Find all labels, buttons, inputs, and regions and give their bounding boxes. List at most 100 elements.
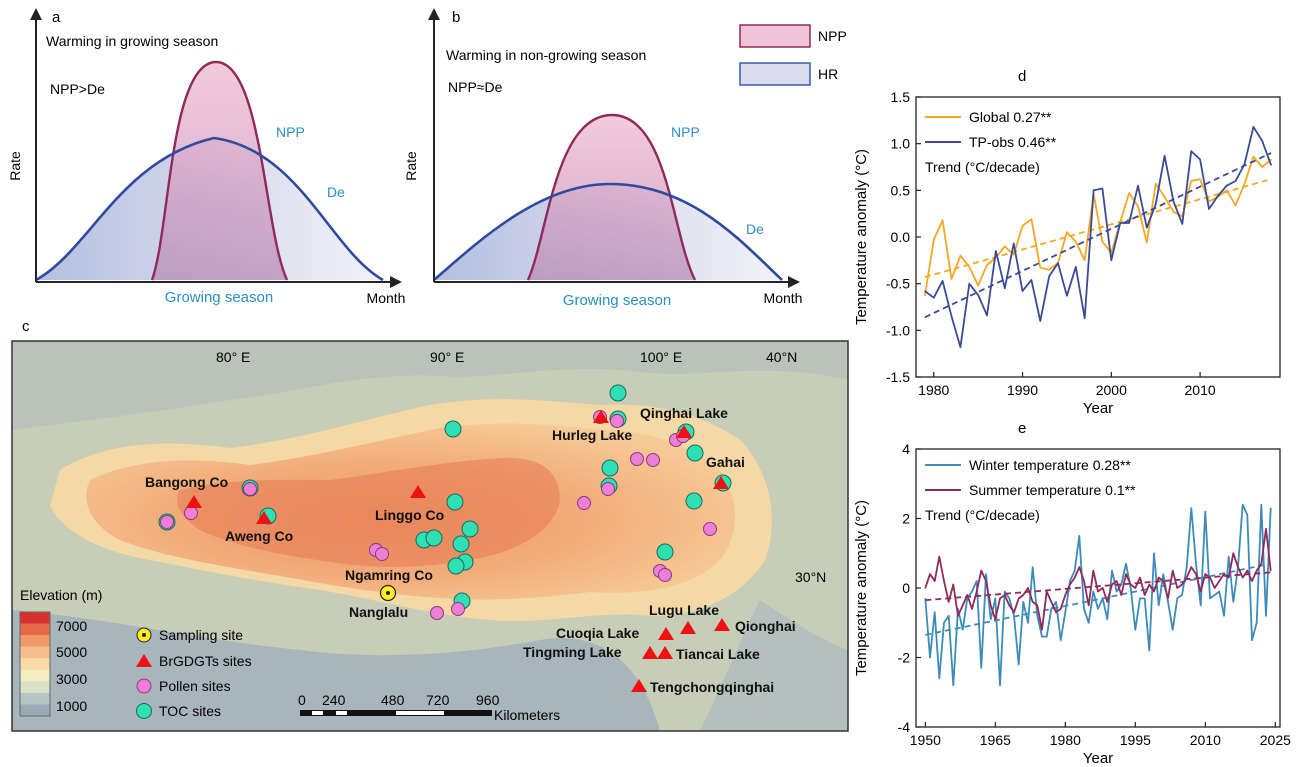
- data-point: [1256, 622, 1258, 624]
- data-point: [1243, 163, 1246, 165]
- data-point: [943, 580, 945, 582]
- data-point: [1167, 601, 1169, 603]
- data-point: [1004, 590, 1006, 593]
- data-point: [1208, 208, 1210, 210]
- brgdgt-site: [410, 485, 426, 498]
- data-point: [985, 580, 987, 582]
- data-point: [966, 594, 968, 596]
- data-point: [1243, 183, 1246, 185]
- data-point: [1200, 604, 1202, 606]
- data-point: [948, 615, 950, 617]
- panel-b-relation: NPP≈De: [448, 79, 503, 95]
- panel-a-ylabel: Rate: [7, 151, 23, 181]
- data-point: [1226, 185, 1228, 187]
- data-point: [942, 280, 944, 282]
- lat-label-40: 40°N: [766, 349, 797, 365]
- panel-e-chart: e 1950 1965 1980 1995 2010 2025 4 2 0 -2 -4 Year Temp…: [853, 420, 1291, 767]
- legend-brgdgt-label: BrGDGTs sites: [159, 653, 252, 669]
- data-point: [1214, 594, 1216, 596]
- place-linggo-co: Linggo Co: [375, 507, 444, 523]
- scale-tick-720: 720: [426, 692, 450, 708]
- toc-site: [656, 543, 674, 561]
- series-line: [924, 126, 1272, 349]
- place-gahai: Gahai: [706, 454, 745, 470]
- data-point: [1128, 192, 1130, 194]
- data-point: [929, 573, 931, 575]
- data-point: [1097, 590, 1099, 593]
- x-axis-label: Year: [1083, 400, 1113, 417]
- panel-a-xlabel: Month: [367, 290, 406, 306]
- data-point: [1055, 611, 1057, 613]
- data-point: [1228, 556, 1230, 558]
- panel-a-season: Growing season: [165, 289, 273, 306]
- data-point: [1088, 604, 1090, 606]
- toc-site: [444, 420, 462, 438]
- data-point: [959, 346, 961, 348]
- data-point: [924, 295, 926, 297]
- lon-label-100: 100° E: [640, 349, 682, 365]
- x-axis-label: Year: [1083, 750, 1113, 767]
- data-point: [1153, 552, 1155, 554]
- data-point: [1186, 576, 1188, 579]
- x-tick-label: 2010: [1185, 382, 1216, 398]
- data-point: [1261, 140, 1263, 142]
- data-point: [1260, 504, 1262, 506]
- data-point: [1069, 580, 1071, 582]
- data-point: [1242, 576, 1244, 579]
- data-point: [1064, 594, 1066, 596]
- panel-b-npp-area: [528, 115, 695, 280]
- data-point: [1204, 573, 1206, 575]
- data-point: [1226, 189, 1228, 191]
- panel-a-heading: Warming in growing season: [46, 33, 218, 49]
- data-point: [1158, 576, 1160, 579]
- data-point: [1128, 222, 1130, 224]
- pollen-site: [610, 414, 624, 428]
- toc-site: [447, 557, 465, 575]
- data-point: [980, 667, 982, 669]
- data-point: [1008, 597, 1010, 600]
- panel-a-de-curve: [35, 136, 384, 282]
- toc-site: [425, 529, 443, 547]
- data-point: [985, 573, 987, 575]
- brgdgt-site: [713, 476, 729, 489]
- data-point: [986, 264, 988, 266]
- place-aweng-co: Aweng Co: [225, 528, 293, 544]
- data-point: [1041, 629, 1043, 631]
- data-point: [1046, 636, 1048, 638]
- data-point: [1078, 566, 1080, 568]
- data-point: [968, 266, 970, 268]
- data-point: [1018, 597, 1020, 600]
- data-point: [952, 684, 954, 686]
- data-point: [1050, 608, 1052, 610]
- data-point: [1088, 622, 1090, 624]
- scale-bar: 0 240 480 720 960 Kilometers: [298, 692, 560, 723]
- data-point: [1176, 597, 1178, 600]
- x-tick-label: 1980: [1050, 732, 1081, 748]
- data-point: [1018, 663, 1020, 666]
- legend-label: TP-obs 0.46**: [969, 134, 1057, 150]
- y-tick-label: 1.5: [891, 89, 911, 105]
- data-point: [1134, 629, 1136, 631]
- place-bangong-co: Bangong Co: [145, 474, 228, 490]
- place-tingming-lake: Tingming Lake: [523, 644, 622, 660]
- data-point: [1270, 164, 1272, 166]
- data-point: [1144, 597, 1146, 600]
- data-point: [1060, 639, 1062, 641]
- x-tick-label: 2025: [1260, 732, 1291, 748]
- panel-a: a Warming in growing season NPP>De Rate …: [7, 8, 406, 306]
- map-frame: [11, 340, 849, 732]
- data-point: [1214, 587, 1216, 589]
- panel-b-npp-label: NPP: [671, 124, 700, 140]
- data-point: [1195, 563, 1197, 565]
- brgdgt-site: [593, 410, 609, 423]
- data-point: [1092, 590, 1094, 593]
- y-tick-label: -1.0: [886, 322, 910, 338]
- place-ngamring-co: Ngamring Co: [345, 567, 433, 583]
- y-tick-label: -1.5: [886, 369, 910, 385]
- elevation-swatch: [20, 681, 50, 694]
- data-point: [1186, 566, 1188, 568]
- x-tick-label: 2000: [1096, 382, 1127, 398]
- panel-d-chart: d 1980 1990 2000 2010 1.5 1.0 0.5 0.0 -0.5 -1.0 -1.…: [853, 68, 1281, 417]
- legend-pollen-label: Pollen sites: [159, 678, 231, 694]
- panel-c-letter: c: [22, 318, 30, 335]
